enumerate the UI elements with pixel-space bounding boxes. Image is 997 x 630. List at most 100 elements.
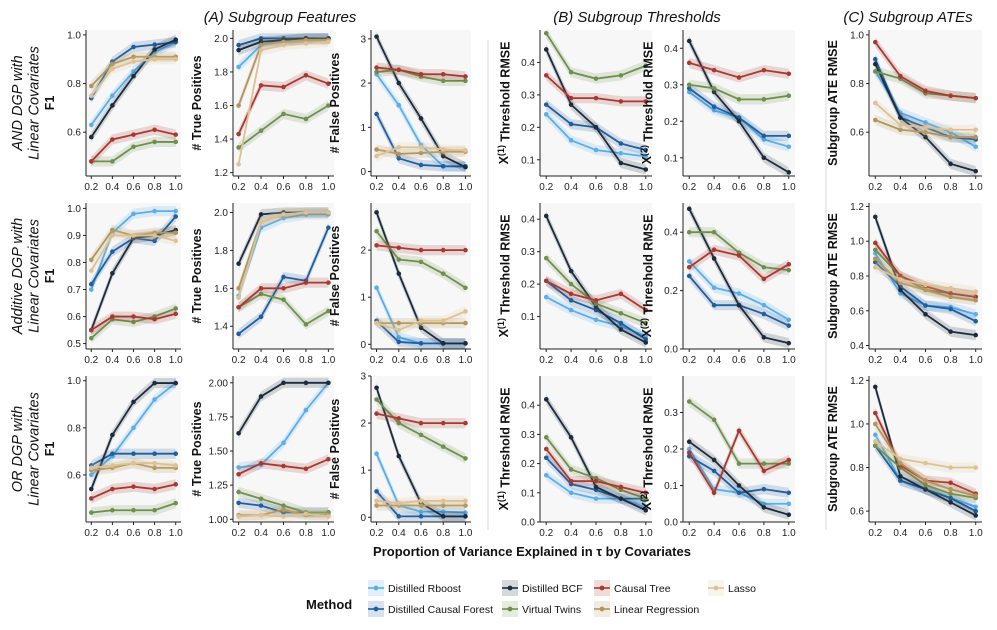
data-point-ct: [88, 327, 94, 333]
data-point-ct: [593, 298, 599, 303]
y-tick-label: 0.8: [67, 79, 81, 90]
y-tick-label: 2: [360, 419, 366, 430]
panel-background: [233, 30, 334, 176]
data-point-ct: [236, 304, 241, 310]
legend-title: Method: [306, 597, 352, 612]
data-point-bcf: [948, 500, 953, 505]
data-point-rboost: [736, 291, 742, 296]
data-point-cf: [786, 490, 792, 496]
series-band-vt: [546, 28, 646, 84]
x-tick-label: 0.6: [589, 182, 603, 193]
y-tick-label: 0.1: [521, 155, 535, 166]
data-point-rboost: [374, 451, 379, 457]
data-point-bcf: [543, 213, 549, 219]
data-point-bcf: [711, 89, 717, 95]
data-point-vt: [872, 443, 878, 449]
x-tick-label: 0.4: [564, 528, 578, 539]
data-point-vt: [110, 507, 115, 513]
x-axis-label: Proportion of Variance Explained in τ by…: [373, 544, 691, 559]
y-tick-label: 1.4: [214, 135, 228, 146]
panel-background: [683, 30, 795, 176]
x-tick-label: 0.4: [707, 355, 721, 366]
data-point-lr: [948, 487, 953, 492]
data-point-lr: [88, 257, 94, 263]
legend-swatch-point: [373, 585, 379, 591]
data-point-bcf: [686, 439, 692, 445]
data-point-rboost: [593, 317, 599, 323]
data-point-lasso: [374, 498, 379, 504]
data-point-lasso: [258, 512, 264, 518]
x-tick-label: 1.0: [639, 355, 653, 366]
series-band-lasso: [875, 436, 976, 473]
data-point-bcf: [440, 341, 446, 346]
y-axis-label: # True Positives: [190, 228, 204, 323]
panel: 0.1 0.2 0.3 0.4 0.2 0.4 0.6 0.8 1.0 X(1) Threshol…: [496, 28, 653, 193]
data-point-vt: [131, 319, 136, 325]
data-point-vt: [418, 259, 424, 265]
data-point-bcf: [258, 394, 264, 399]
data-point-bcf: [568, 102, 574, 107]
data-point-lr: [131, 54, 136, 60]
data-point-ct: [258, 83, 264, 88]
data-point-cf: [618, 141, 624, 146]
y-tick-label: 1: [360, 293, 366, 304]
data-point-cf: [374, 111, 379, 117]
data-point-cf: [761, 133, 767, 139]
data-point-lasso: [396, 327, 402, 333]
series-band-ct: [546, 275, 646, 316]
data-point-ct: [281, 463, 286, 469]
y-tick-label: 0.3: [664, 80, 678, 91]
data-point-cf: [440, 163, 446, 169]
y-axis-label: X(2) Threshold RMSE: [639, 42, 656, 165]
data-point-ct: [543, 446, 549, 452]
x-tick-label: 0.2: [682, 182, 696, 193]
data-point-ct: [711, 67, 717, 73]
data-point-lasso: [152, 460, 157, 466]
y-axis-label: X(2) Threshold RMSE: [639, 388, 656, 511]
series-band-bcf: [546, 210, 646, 348]
data-point-ct: [761, 468, 767, 474]
data-point-ct: [973, 294, 979, 300]
data-point-ct: [711, 247, 717, 253]
panel-grid: 0.60.81.00.2 0.4 0.6 0.8 1.0F11.21.41.61.82.…: [43, 28, 983, 539]
data-point-vt: [568, 69, 574, 75]
data-point-ct: [110, 486, 115, 492]
y-tick-label: 0.6: [67, 470, 81, 481]
data-point-rboost: [973, 311, 979, 317]
data-point-lasso: [236, 295, 241, 301]
data-point-cf: [686, 273, 692, 279]
data-point-lasso: [872, 439, 878, 444]
data-point-rboost: [543, 472, 549, 478]
data-point-lasso: [418, 144, 424, 150]
data-point-lasso: [396, 500, 402, 506]
y-axis-label: # False Positives: [328, 399, 342, 500]
data-point-ct: [543, 278, 549, 284]
data-point-lasso: [281, 212, 286, 217]
data-point-vt: [281, 297, 286, 303]
data-point-cf: [711, 104, 717, 109]
y-tick-label: 1: [360, 466, 366, 477]
data-point-lasso: [948, 465, 953, 470]
y-tick-label: 0.8: [850, 79, 864, 90]
x-tick-label: 1.0: [321, 528, 335, 539]
data-point-ct: [131, 132, 136, 137]
data-point-vt: [786, 93, 792, 98]
y-tick-label: 0.8: [67, 423, 81, 434]
data-point-ct: [326, 280, 331, 285]
data-point-vt: [786, 461, 792, 466]
data-point-cf: [131, 44, 136, 50]
data-point-lr: [898, 460, 903, 466]
data-point-cf: [110, 451, 115, 457]
data-point-bcf: [131, 399, 136, 405]
data-point-rboost: [686, 259, 692, 264]
data-point-bcf: [898, 473, 903, 479]
y-tick-label: 1.6: [214, 101, 228, 112]
data-point-ct: [88, 159, 94, 164]
x-tick-label: 0.4: [564, 355, 578, 366]
data-point-lasso: [463, 498, 468, 504]
data-point-vt: [173, 306, 179, 311]
data-point-rboost: [88, 472, 94, 478]
series-band-bcf: [238, 377, 329, 439]
data-point-ct: [303, 73, 309, 78]
y-tick-label: 1.0: [67, 204, 81, 215]
